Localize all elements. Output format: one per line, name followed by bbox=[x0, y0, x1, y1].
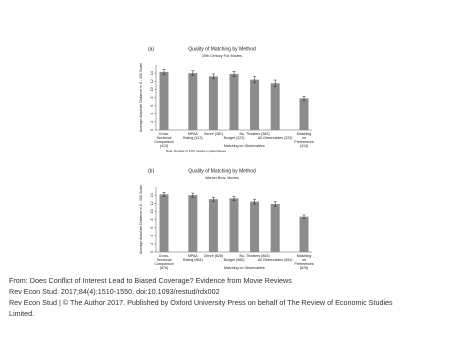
x-tick-label: Comparison bbox=[154, 140, 173, 144]
y-tick-label: 2 bbox=[150, 121, 154, 123]
caption-copyright: Limited. bbox=[9, 309, 35, 318]
x-tick-label: Genre (381) bbox=[204, 132, 223, 136]
x-tick-label: (876) bbox=[160, 266, 168, 270]
x-tick-label: Matching bbox=[297, 132, 312, 136]
chart-subtitle: 20th Century Fox Movies bbox=[202, 54, 242, 58]
bar bbox=[270, 204, 280, 252]
bar bbox=[188, 73, 198, 130]
x-tick-label: Matching bbox=[297, 254, 312, 258]
y-tick-label: 12 bbox=[150, 79, 154, 83]
y-tick-label: 0 bbox=[150, 129, 154, 131]
x-tick-label: All Observables (554) bbox=[258, 258, 293, 262]
y-tick-label: 10 bbox=[150, 87, 154, 91]
group-label: Matching on Observables bbox=[224, 266, 265, 270]
bar bbox=[208, 199, 218, 252]
x-tick-label: Sectional bbox=[157, 136, 172, 140]
x-tick-label: MPAA bbox=[188, 132, 199, 136]
y-tick-label: 6 bbox=[150, 227, 154, 229]
y-tick-label: 0 bbox=[150, 251, 154, 253]
y-tick-label: 2 bbox=[150, 243, 154, 245]
x-tick-label: Preferences bbox=[294, 140, 314, 144]
x-tick-label: Preferences bbox=[294, 262, 314, 266]
x-tick-label: (413) bbox=[160, 144, 168, 148]
panel-tag: (a) bbox=[148, 46, 154, 52]
x-tick-label: All Observables (222) bbox=[258, 136, 293, 140]
y-axis-label: Average Absolute Distance in 0 - 100 Sca… bbox=[139, 185, 143, 254]
x-tick-label: on bbox=[302, 258, 306, 262]
y-tick-label: 10 bbox=[150, 209, 154, 213]
bar bbox=[299, 216, 309, 252]
chart-title: Quality of Matching by Method bbox=[188, 168, 256, 174]
x-tick-label: No. Theaters (863) bbox=[240, 254, 270, 258]
x-tick-label: Rating (864) bbox=[183, 258, 203, 262]
bar bbox=[299, 98, 309, 130]
x-tick-label: Sectional bbox=[157, 258, 172, 262]
bar bbox=[159, 194, 169, 252]
caption-citation: Rev Econ Stud. 2017;84(4):1510-1550. doi… bbox=[9, 287, 220, 296]
bar bbox=[229, 73, 239, 130]
bar bbox=[229, 198, 239, 252]
bar bbox=[208, 76, 218, 130]
chart-subtitle: Warner Bros. Movies bbox=[205, 176, 239, 180]
x-tick-label: No. Theaters (382) bbox=[240, 132, 270, 136]
bar bbox=[250, 201, 260, 252]
x-tick-label: Budget (223) bbox=[224, 136, 245, 140]
y-tick-label: 6 bbox=[150, 105, 154, 107]
y-tick-label: 8 bbox=[150, 97, 154, 99]
bar bbox=[188, 195, 198, 252]
bar bbox=[270, 83, 280, 130]
x-tick-label: Comparison bbox=[154, 262, 173, 266]
y-tick-label: 14 bbox=[150, 193, 154, 197]
y-tick-label: 14 bbox=[150, 71, 154, 75]
x-tick-label: on bbox=[302, 136, 306, 140]
caption-source: From: Does Conflict of Interest Lead to … bbox=[9, 276, 292, 285]
group-label: Matching on Observables bbox=[224, 144, 265, 148]
x-tick-label: Cross- bbox=[159, 254, 170, 258]
x-tick-label: Cross- bbox=[159, 132, 170, 136]
x-tick-label: Budget (560) bbox=[224, 258, 245, 262]
y-tick-label: 8 bbox=[150, 219, 154, 221]
figure-note: Note: Number of FOX movies in parenthese… bbox=[166, 149, 227, 153]
caption-copyright: Rev Econ Stud | © The Author 2017. Publi… bbox=[9, 298, 393, 307]
panel-tag: (b) bbox=[148, 168, 154, 174]
y-axis-label: Average Absolute Distance in 0 - 100 Sca… bbox=[139, 63, 143, 132]
x-tick-label: (876) bbox=[300, 266, 308, 270]
x-tick-label: Rating (413) bbox=[183, 136, 203, 140]
y-tick-label: 4 bbox=[150, 235, 154, 237]
y-tick-label: 4 bbox=[150, 113, 154, 115]
bar bbox=[159, 71, 169, 130]
x-tick-label: (413) bbox=[300, 144, 308, 148]
x-tick-label: Genre (828) bbox=[204, 254, 223, 258]
chart-title: Quality of Matching by Method bbox=[188, 46, 256, 52]
y-tick-label: 12 bbox=[150, 201, 154, 205]
bar bbox=[250, 79, 260, 130]
x-tick-label: MPAA bbox=[188, 254, 199, 258]
figure: (a) Quality of Matching by Method 20th Cen… bbox=[138, 46, 314, 270]
